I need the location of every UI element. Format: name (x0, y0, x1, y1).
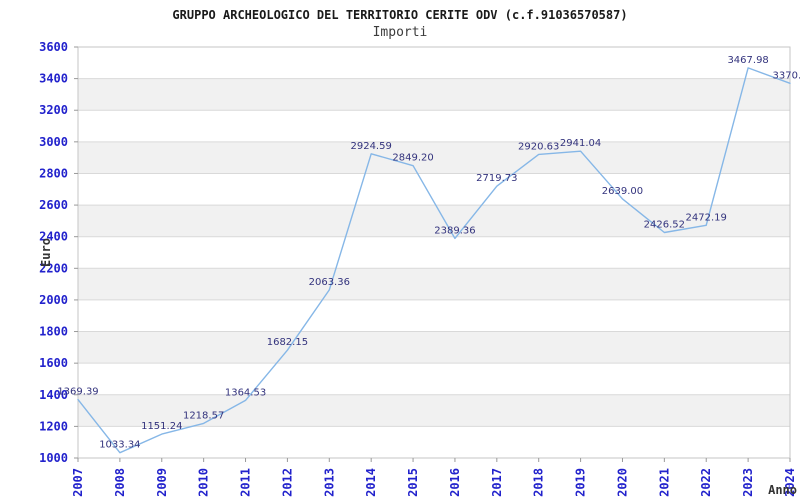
plot-band (78, 394, 790, 427)
x-tick-label: 2014 (364, 468, 378, 497)
x-tick-label: 2023 (741, 468, 755, 497)
y-tick-label: 1600 (39, 356, 68, 370)
x-tick-label: 2021 (657, 468, 671, 497)
x-axis-title: Anno (768, 483, 797, 497)
y-tick-label: 2400 (39, 230, 68, 244)
data-point-label: 2719.73 (476, 173, 517, 184)
data-point-label: 2472.19 (686, 212, 727, 223)
data-point-label: 2063.36 (309, 277, 350, 288)
data-point-label: 1218.57 (183, 410, 224, 421)
x-tick-label: 2015 (406, 468, 420, 497)
x-tick-label: 2012 (280, 468, 294, 497)
y-tick-label: 2000 (39, 293, 68, 307)
data-point-label: 2389.36 (434, 225, 475, 236)
data-point-label: 2849.20 (392, 153, 433, 164)
plot-band (78, 268, 790, 300)
x-tick-label: 2020 (615, 468, 629, 497)
x-tick-label: 2008 (113, 468, 127, 497)
y-tick-label: 1200 (39, 419, 68, 433)
y-tick-label: 1800 (39, 325, 68, 339)
y-tick-label: 2800 (39, 166, 68, 180)
y-axis-title: Euro (39, 238, 53, 267)
y-tick-label: 3400 (39, 72, 68, 86)
chart-subtitle: Importi (372, 25, 428, 40)
x-tick-label: 2010 (197, 468, 211, 497)
plot-band (78, 141, 790, 174)
data-point-label: 1369.39 (57, 387, 98, 398)
data-point-label: 3370.6 (773, 70, 800, 81)
x-tick-label: 2009 (155, 468, 169, 497)
x-tick-label: 2016 (448, 468, 462, 497)
x-tick-label: 2024 (783, 468, 797, 497)
x-tick-label: 2017 (490, 468, 504, 497)
data-point-label: 1033.34 (99, 440, 140, 451)
data-point-label: 2920.63 (518, 141, 559, 152)
data-point-label: 2639.00 (602, 186, 643, 197)
y-tick-label: 3600 (39, 40, 68, 54)
y-tick-label: 2600 (39, 198, 68, 212)
plot-band (78, 78, 790, 111)
plot-border (77, 46, 791, 459)
x-tick-label: 2013 (322, 468, 336, 497)
series-line-importi (77, 67, 791, 454)
x-tick-label: 2011 (239, 468, 253, 497)
y-tick-label: 1400 (39, 388, 68, 402)
y-tick-label: 2200 (39, 261, 68, 275)
data-point-label: 1364.53 (225, 387, 266, 398)
data-point-label: 3467.98 (727, 55, 768, 66)
data-point-label: 2941.04 (560, 138, 601, 149)
plot-band (78, 331, 790, 364)
x-tick-label: 2007 (71, 468, 85, 497)
data-point-label: 2924.59 (350, 141, 391, 152)
data-point-label: 1682.15 (267, 337, 308, 348)
x-tick-label: 2018 (532, 468, 546, 497)
x-tick-label: 2022 (699, 468, 713, 497)
data-point-label: 2426.52 (644, 220, 685, 231)
x-tick-label: 2019 (574, 468, 588, 497)
chart-title: GRUPPO ARCHEOLOGICO DEL TERRITORIO CERIT… (172, 8, 628, 22)
y-tick-label: 1000 (39, 451, 68, 465)
data-point-label: 1151.24 (141, 421, 182, 432)
y-tick-label: 3200 (39, 103, 68, 117)
y-tick-label: 3000 (39, 135, 68, 149)
